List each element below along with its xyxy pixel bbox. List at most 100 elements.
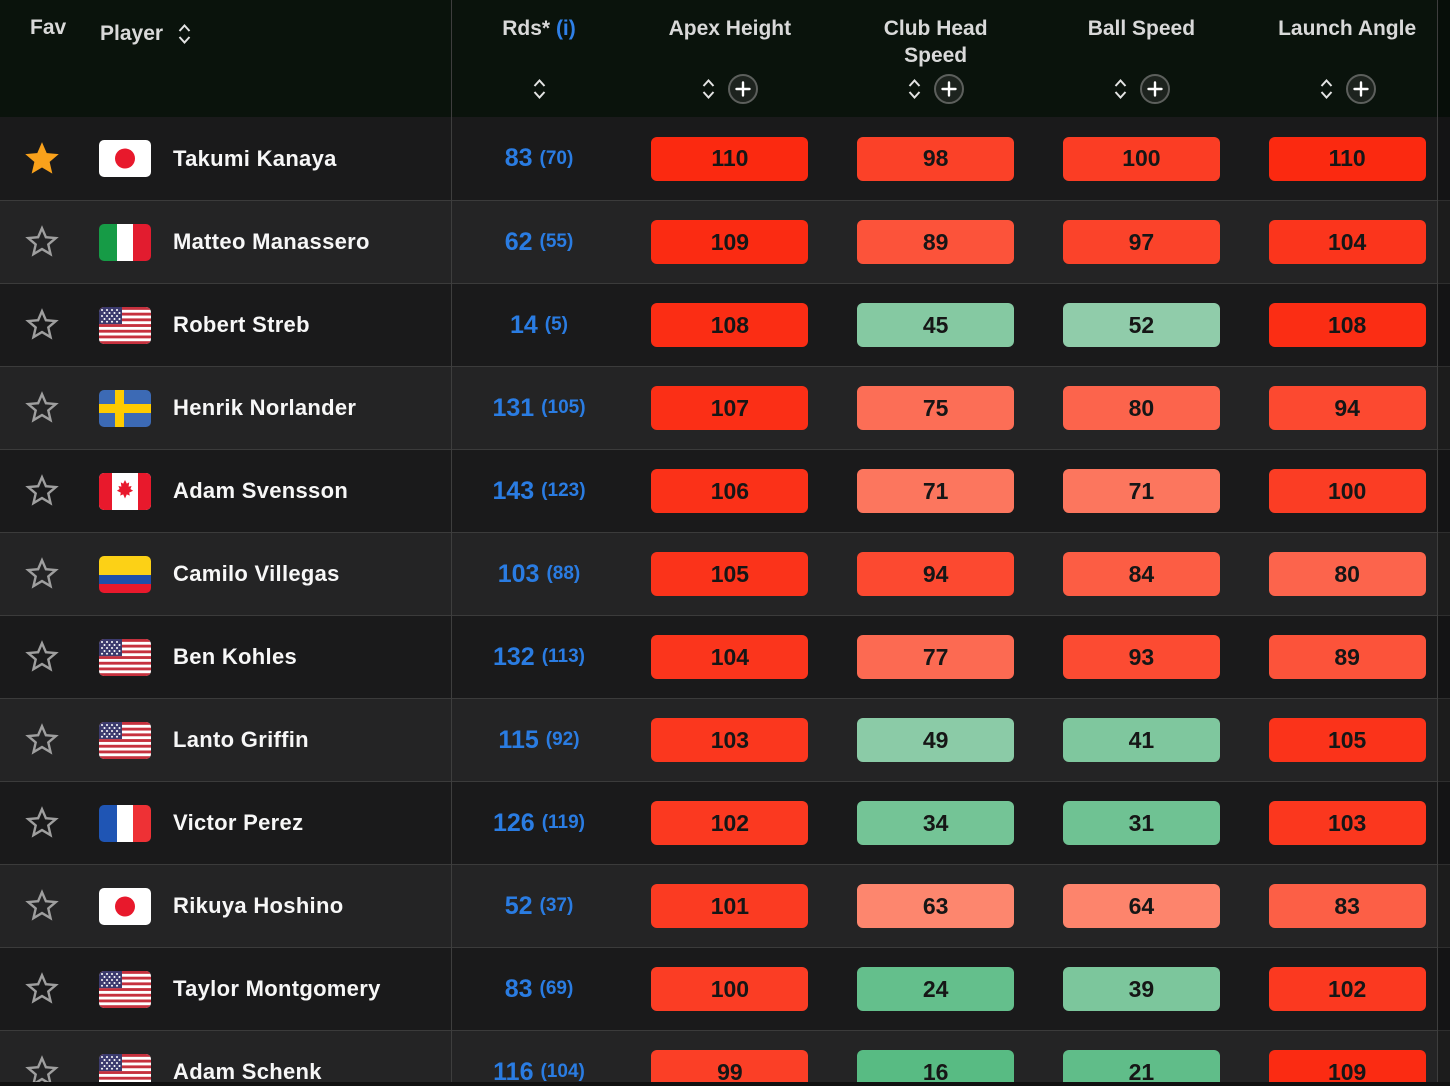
table-row: Matteo Manassero 62 (55) 109 89 97 104: [0, 200, 1450, 283]
favorite-star-icon[interactable]: [24, 224, 60, 260]
rds-main-value: 116: [493, 1057, 534, 1086]
rds-main-value: 115: [498, 725, 539, 754]
add-column-button[interactable]: [1345, 74, 1376, 104]
stat-pill-club-head-speed: 49: [857, 718, 1015, 762]
rds-main-value: 83: [504, 974, 533, 1003]
player-cell[interactable]: Victor Perez: [84, 782, 451, 864]
rds-secondary-value: (119): [541, 812, 586, 833]
stat-pill-apex-height: 103: [651, 718, 809, 762]
stat-pill-ball-speed: 31: [1062, 801, 1220, 845]
rds-main-value: 62: [504, 227, 533, 256]
favorite-star-icon[interactable]: [24, 639, 60, 675]
stat-pill-launch-angle: 100: [1268, 469, 1426, 513]
favorite-star-icon[interactable]: [24, 307, 60, 343]
column-header-fav: Fav: [0, 0, 84, 117]
rds-value: 62 (55): [451, 201, 627, 283]
player-name: Lanto Griffin: [173, 727, 309, 752]
table-row: Henrik Norlander 131 (105) 107 75 80 94: [0, 366, 1450, 449]
column-header-rds[interactable]: Rds* (i): [451, 0, 627, 117]
favorite-star-icon[interactable]: [24, 722, 60, 758]
column-header-club-head-speed[interactable]: Club Head Speed: [833, 0, 1039, 117]
favorite-star-icon[interactable]: [24, 805, 60, 841]
table-header: Fav Player Rds* (i) Apex Height: [0, 0, 1450, 117]
add-column-button[interactable]: [934, 74, 965, 104]
sort-icon[interactable]: [907, 78, 922, 100]
stat-pill-ball-speed: 64: [1062, 884, 1220, 928]
stat-pill-apex-height: 100: [651, 967, 809, 1011]
player-cell[interactable]: Ben Kohles: [84, 616, 451, 698]
stat-pill-ball-speed: 93: [1062, 635, 1220, 679]
rds-secondary-value: (88): [546, 563, 581, 584]
rds-secondary-value: (105): [541, 397, 586, 418]
stat-pill-launch-angle: 110: [1268, 136, 1426, 181]
table-row: Rikuya Hoshino 52 (37) 101 63 64 83: [0, 864, 1450, 947]
player-cell[interactable]: Henrik Norlander: [84, 367, 451, 449]
rds-main-value: 143: [492, 476, 535, 505]
stat-pill-launch-angle: 105: [1268, 718, 1426, 762]
rds-value: 52 (37): [451, 865, 627, 947]
player-cell[interactable]: Camilo Villegas: [84, 533, 451, 615]
rds-value: 83 (69): [451, 948, 627, 1030]
player-header-label: Player: [100, 22, 164, 45]
player-cell[interactable]: Adam Schenk: [84, 1031, 451, 1086]
favorite-star-icon[interactable]: [24, 971, 60, 1007]
sort-icon[interactable]: [532, 78, 547, 100]
stat-pill-club-head-speed: 71: [857, 469, 1015, 513]
rds-value: 14 (5): [451, 284, 627, 366]
add-column-button[interactable]: [1139, 74, 1170, 104]
rds-header-label: Rds* (i): [502, 17, 576, 40]
rds-secondary-value: (113): [541, 646, 586, 667]
player-cell[interactable]: Matteo Manassero: [84, 201, 451, 283]
column-header-launch-angle[interactable]: Launch Angle: [1244, 0, 1450, 117]
sort-icon[interactable]: [701, 78, 716, 100]
player-cell[interactable]: Taylor Montgomery: [84, 948, 451, 1030]
stat-pill-ball-speed: 41: [1062, 718, 1220, 762]
stat-pill-launch-angle: 108: [1268, 303, 1426, 347]
player-cell[interactable]: Rikuya Hoshino: [84, 865, 451, 947]
info-icon[interactable]: (i): [555, 17, 576, 40]
stat-header-label: Club Head Speed: [883, 17, 988, 67]
flag-fr-icon: [99, 804, 151, 842]
favorite-star-icon[interactable]: [24, 473, 60, 509]
rds-secondary-value: (55): [539, 231, 574, 252]
sort-icon[interactable]: [1319, 78, 1334, 100]
player-cell[interactable]: Robert Streb: [84, 284, 451, 366]
favorite-star-icon[interactable]: [24, 556, 60, 592]
bottom-edge: [0, 1082, 1450, 1086]
sort-icon[interactable]: [177, 23, 192, 45]
player-name: Henrik Norlander: [173, 395, 357, 420]
player-cell[interactable]: Lanto Griffin: [84, 699, 451, 781]
stat-header-label: Apex Height: [668, 17, 792, 40]
flag-us-icon: [99, 721, 151, 759]
column-header-ball-speed[interactable]: Ball Speed: [1039, 0, 1245, 117]
rds-main-value: 126: [492, 808, 535, 837]
flag-it-icon: [99, 223, 151, 261]
rds-secondary-value: (5): [544, 314, 569, 335]
stat-pill-apex-height: 110: [651, 136, 809, 181]
favorite-star-icon[interactable]: [24, 141, 60, 177]
favorite-star-icon[interactable]: [24, 390, 60, 426]
rds-value: 131 (105): [451, 367, 627, 449]
rds-value: 132 (113): [451, 616, 627, 698]
stat-pill-ball-speed: 97: [1062, 220, 1220, 264]
add-column-button[interactable]: [728, 74, 759, 104]
player-cell[interactable]: Takumi Kanaya: [84, 117, 451, 200]
stat-pill-club-head-speed: 45: [857, 303, 1015, 347]
player-cell[interactable]: Adam Svensson: [84, 450, 451, 532]
table-row: Ben Kohles 132 (113) 104 77 93 89: [0, 615, 1450, 698]
player-name: Rikuya Hoshino: [173, 893, 344, 918]
sort-icon[interactable]: [1113, 78, 1128, 100]
stat-pill-launch-angle: 104: [1268, 220, 1426, 264]
rds-value: 143 (123): [451, 450, 627, 532]
favorite-star-icon[interactable]: [24, 888, 60, 924]
rds-value: 126 (119): [451, 782, 627, 864]
stat-pill-club-head-speed: 89: [857, 220, 1015, 264]
rds-secondary-value: (70): [539, 147, 574, 169]
column-header-apex-height[interactable]: Apex Height: [627, 0, 833, 117]
stat-pill-ball-speed: 52: [1062, 303, 1220, 347]
stat-pill-launch-angle: 102: [1268, 967, 1426, 1011]
column-header-player[interactable]: Player: [84, 0, 451, 52]
player-name: Robert Streb: [173, 312, 310, 337]
favorite-star-icon[interactable]: [24, 1054, 60, 1086]
rds-value: 115 (92): [451, 699, 627, 781]
